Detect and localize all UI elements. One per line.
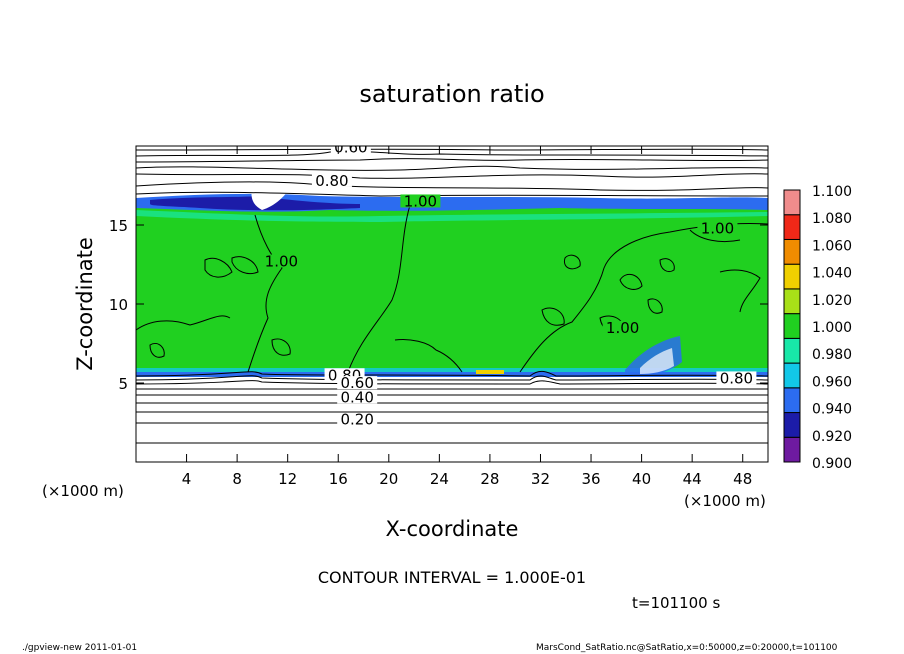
colorbar-swatch-4	[783, 337, 801, 364]
colorbar-swatch-7	[783, 263, 801, 290]
x-tick-label-6: 28	[480, 470, 499, 488]
colorbar-label-4: 0.980	[812, 347, 852, 363]
contour-label-bg-4	[261, 254, 302, 268]
contour-labels: 0.600.801.001.001.001.000.800.60 0.800.40…	[261, 139, 757, 429]
colorbar-label-0: 0.900	[812, 456, 852, 472]
chart-title: saturation ratio	[359, 80, 544, 108]
colorbar-swatch-0	[783, 436, 801, 463]
x-tick-label-1: 8	[232, 470, 242, 488]
contour-label-0: 0.60	[334, 139, 367, 157]
colorbar-label-8: 1.060	[812, 238, 852, 254]
x-tick-label-8: 36	[581, 470, 600, 488]
x-unit-right: (×1000 m)	[684, 492, 766, 510]
x-axis-label: X-coordinate	[386, 517, 519, 541]
footer-left: ./gpview-new 2011-01-01	[22, 643, 137, 653]
contour-label-bg-3	[697, 221, 738, 235]
contour-label-bg-0	[330, 146, 371, 154]
upper-contours	[136, 148, 768, 197]
lower-cyan-band	[136, 368, 768, 372]
x-tick-label-11: 48	[733, 470, 752, 488]
y-tick-label-1: 10	[109, 296, 128, 314]
x-unit-left: (×1000 m)	[42, 482, 124, 500]
lower-subsaturated	[136, 377, 768, 462]
colorbar-label-5: 1.000	[812, 320, 852, 336]
x-tick-label-3: 16	[329, 470, 348, 488]
colorbar-label-3: 0.960	[812, 374, 852, 390]
warm-spot	[476, 370, 504, 374]
colorbar-label-2: 0.940	[812, 402, 852, 418]
patchy-white-region	[640, 348, 674, 374]
colorbar-label-10: 1.100	[812, 184, 852, 200]
x-tick-label-5: 24	[430, 470, 449, 488]
contour-label-bg-2	[400, 194, 441, 208]
x-tick-label-0: 4	[182, 470, 192, 488]
colorbar-swatch-10	[783, 189, 801, 216]
colorbar-label-7: 1.040	[812, 266, 852, 282]
upper-cyan-band	[136, 210, 768, 222]
footer-right: MarsCond_SatRatio.nc@SatRatio,x=0:50000,…	[536, 643, 838, 653]
contour-label-9: 0.40	[340, 388, 373, 406]
contour-label-bg-5	[602, 320, 643, 334]
contour-label-bg-8	[716, 371, 757, 385]
contour-label-bg-10	[337, 412, 378, 426]
contour-label-5: 1.00	[606, 319, 639, 337]
colorbar-swatch-2	[783, 387, 801, 414]
x-tick-label-2: 12	[278, 470, 297, 488]
contour-label-7: 0.60	[340, 374, 373, 392]
colorbar-swatch-1	[783, 412, 801, 438]
x-tick-label-7: 32	[531, 470, 550, 488]
plot-area: 0.600.801.001.001.001.000.800.60 0.800.40…	[136, 139, 768, 462]
contour-label-bg-1	[311, 173, 352, 187]
x-tick-label-9: 40	[632, 470, 651, 488]
colorbar-swatch-9	[783, 214, 801, 240]
y-axis-label: Z-coordinate	[73, 237, 97, 371]
colorbar-label-6: 1.020	[812, 293, 852, 309]
x-tick-label-4: 20	[379, 470, 398, 488]
colorbar-swatch-8	[783, 238, 801, 265]
contour-label-1: 0.80	[315, 172, 348, 190]
contour-label-3: 1.00	[701, 219, 734, 237]
colorbar-swatch-6	[783, 288, 801, 315]
y-tick-label-2: 15	[109, 217, 128, 235]
contour-interval: CONTOUR INTERVAL = 1.000E-01	[318, 568, 586, 587]
x-tick-label-10: 44	[683, 470, 702, 488]
contour-label-2: 1.00	[404, 192, 437, 210]
contour-label-bg-7	[337, 376, 378, 390]
upper-white-gap	[251, 179, 290, 210]
lower-contours	[136, 370, 768, 444]
colorbar-label-1: 0.920	[812, 429, 852, 445]
contour-label-10: 0.20	[340, 411, 373, 429]
contour-label-bg-9	[337, 390, 378, 404]
colorbar-swatch-3	[783, 362, 801, 389]
y-tick-label-0: 5	[118, 375, 128, 393]
contour-label-4: 1.00	[265, 253, 298, 271]
colorbar: 0.900 0.920 0.940 0.960 0.980 1.000 1.020 1.040…	[783, 184, 852, 472]
colorbar-swatch-5	[783, 313, 801, 339]
time-label: t=101100 s	[632, 594, 720, 612]
contour-label-8: 0.80	[720, 369, 753, 387]
colorbar-label-9: 1.080	[812, 211, 852, 227]
lower-blue-band	[136, 372, 768, 377]
